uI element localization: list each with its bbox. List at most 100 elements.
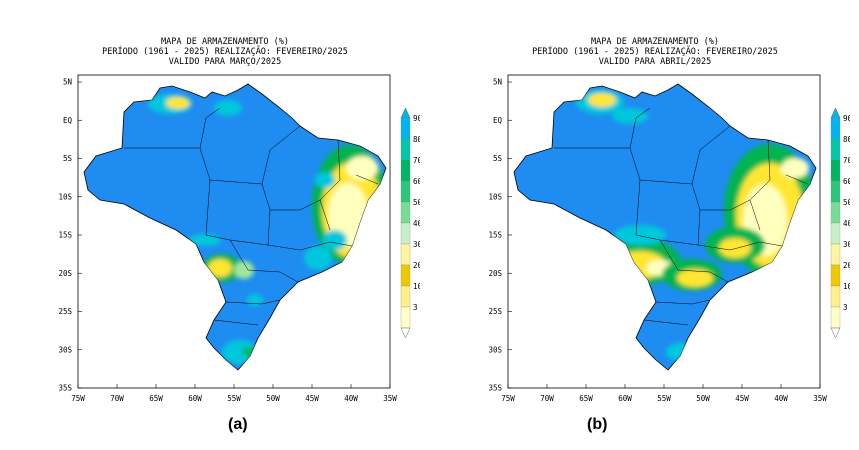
- colorbar-segment: [400, 243, 411, 266]
- colorbar-label: 50: [843, 198, 850, 207]
- lat-tick-label: EQ: [493, 116, 503, 125]
- lon-tick-label: 40W: [344, 394, 358, 403]
- lat-tick-label: 20S: [58, 269, 72, 278]
- lon-tick-label: 55W: [657, 394, 671, 403]
- colorbar-segment: [400, 201, 411, 224]
- colorbar-label: 30: [413, 240, 420, 249]
- title-line-1: MAPA DE ARMAZENAMENTO (%): [161, 37, 289, 47]
- colorbar-segment: [400, 180, 411, 203]
- colorbar-segment: [400, 222, 411, 245]
- lat-tick-label: 5S: [63, 154, 73, 163]
- lat-tick-label: EQ: [63, 116, 73, 125]
- lat-axis: 5N EQ 5S 10S 15S 20S 25S 30S 35S: [58, 78, 82, 393]
- map-panel-a: MAPA DE ARMAZENAMENTO (%) PERÍODO (1961 …: [0, 0, 420, 450]
- colorbar-segment: [830, 180, 841, 203]
- colorbar-label: 10: [843, 282, 850, 291]
- title-line-1: MAPA DE ARMAZENAMENTO (%): [591, 37, 719, 47]
- colorbar-segment: [400, 117, 411, 140]
- lon-tick-label: 75W: [501, 394, 515, 403]
- colorbar-label: 80: [843, 135, 850, 144]
- lat-tick-label: 25S: [58, 307, 72, 316]
- lat-tick-label: 30S: [488, 345, 502, 354]
- title-line-3: VALIDO PARA MARÇO/2025: [168, 57, 282, 67]
- colorbar-segment: [400, 285, 411, 308]
- lon-tick-label: 75W: [71, 394, 85, 403]
- lon-axis: 75W 70W 65W 60W 55W 50W 45W 40W 35W: [501, 384, 827, 403]
- lon-tick-label: 60W: [618, 394, 632, 403]
- colorbar-label: 20: [413, 261, 420, 270]
- state-borders: [124, 107, 379, 326]
- colorbar-segment: [830, 306, 841, 329]
- lon-tick-label: 50W: [266, 394, 280, 403]
- lon-tick-label: 60W: [188, 394, 202, 403]
- lat-tick-label: 30S: [58, 345, 72, 354]
- colorbar-label: 60: [843, 177, 850, 186]
- colorbar-segment: [830, 243, 841, 266]
- colorbar-segment: [400, 138, 411, 161]
- colorbar-top-arrow: [830, 107, 841, 119]
- title-line-2: PERÍODO (1961 - 2025) REALIZAÇÃO: FEVERE…: [532, 47, 778, 57]
- lat-tick-label: 15S: [488, 231, 502, 240]
- lat-tick-label: 35S: [58, 384, 72, 393]
- lat-tick-label: 10S: [488, 192, 502, 201]
- lon-tick-label: 70W: [110, 394, 124, 403]
- map-title: MAPA DE ARMAZENAMENTO (%) PERÍODO (1961 …: [60, 37, 390, 67]
- lon-tick-label: 45W: [305, 394, 319, 403]
- lon-tick-label: 35W: [383, 394, 397, 403]
- colorbar-label: 50: [413, 198, 420, 207]
- colorbar-label: 40: [413, 219, 420, 228]
- colorbar-segment: [830, 222, 841, 245]
- lon-tick-label: 35W: [813, 394, 827, 403]
- colorbar-segment: [830, 138, 841, 161]
- lat-tick-label: 20S: [488, 269, 502, 278]
- colorbar-bottom-arrow: [400, 327, 411, 339]
- colorbar-segment: [400, 264, 411, 287]
- lon-tick-label: 65W: [149, 394, 163, 403]
- colorbar-label: 70: [413, 156, 420, 165]
- lat-tick-label: 15S: [58, 231, 72, 240]
- colorbar-segment: [400, 306, 411, 329]
- map-panel-b: MAPA DE ARMAZENAMENTO (%) PERÍODO (1961 …: [430, 0, 850, 450]
- title-line-3: VALIDO PARA ABRIL/2025: [598, 57, 712, 67]
- colorbar-label: 90: [843, 114, 850, 123]
- colorbar-top-arrow: [400, 107, 411, 119]
- lat-tick-label: 10S: [58, 192, 72, 201]
- lat-tick-label: 35S: [488, 384, 502, 393]
- lon-tick-label: 40W: [774, 394, 788, 403]
- colorbar-label: 90: [413, 114, 420, 123]
- lat-axis: 5N EQ 5S 10S 15S 20S 25S 30S 35S: [488, 78, 512, 393]
- panel-caption: (a): [228, 416, 248, 433]
- title-line-2: PERÍODO (1961 - 2025) REALIZAÇÃO: FEVERE…: [102, 47, 348, 57]
- panel-caption: (b): [587, 416, 608, 433]
- colorbar-label: 60: [413, 177, 420, 186]
- colorbar: 90 80 70 60 50 40 30 20 10 3: [400, 107, 420, 339]
- state-borders: [554, 107, 809, 326]
- colorbar-label: 20: [843, 261, 850, 270]
- colorbar-segment: [400, 159, 411, 182]
- colorbar-segment: [830, 117, 841, 140]
- colorbar-label: 80: [413, 135, 420, 144]
- colorbar-label: 30: [843, 240, 850, 249]
- map-title: MAPA DE ARMAZENAMENTO (%) PERÍODO (1961 …: [490, 37, 820, 67]
- colorbar-segment: [830, 264, 841, 287]
- colorbar-label: 70: [843, 156, 850, 165]
- lon-tick-label: 55W: [227, 394, 241, 403]
- lat-tick-label: 5N: [493, 78, 502, 87]
- lat-tick-label: 5N: [63, 78, 72, 87]
- colorbar: 90 80 70 60 50 40 30 20 10 3: [830, 107, 850, 339]
- colorbar-label: 10: [413, 282, 420, 291]
- colorbar-label: 40: [843, 219, 850, 228]
- lon-tick-label: 70W: [540, 394, 554, 403]
- colorbar-segment: [830, 201, 841, 224]
- lon-tick-label: 50W: [696, 394, 710, 403]
- colorbar-bottom-arrow: [830, 327, 841, 339]
- colorbar-label: 3: [413, 303, 418, 312]
- colorbar-label: 3: [843, 303, 848, 312]
- lat-tick-label: 25S: [488, 307, 502, 316]
- lon-tick-label: 65W: [579, 394, 593, 403]
- colorbar-segment: [830, 285, 841, 308]
- lon-axis: 75W 70W 65W 60W 55W 50W 45W 40W 35W: [71, 384, 397, 403]
- lon-tick-label: 45W: [735, 394, 749, 403]
- map-figure: 90 80 70 60 50 40 30 20 10 3 5N EQ 5S 10S 15S 20S 25S 30…: [488, 74, 850, 403]
- map-figure: 90 80 70 60 50 40 30 20 10 3 5N EQ 5S 10S 15S 20S 25S 30…: [58, 74, 420, 403]
